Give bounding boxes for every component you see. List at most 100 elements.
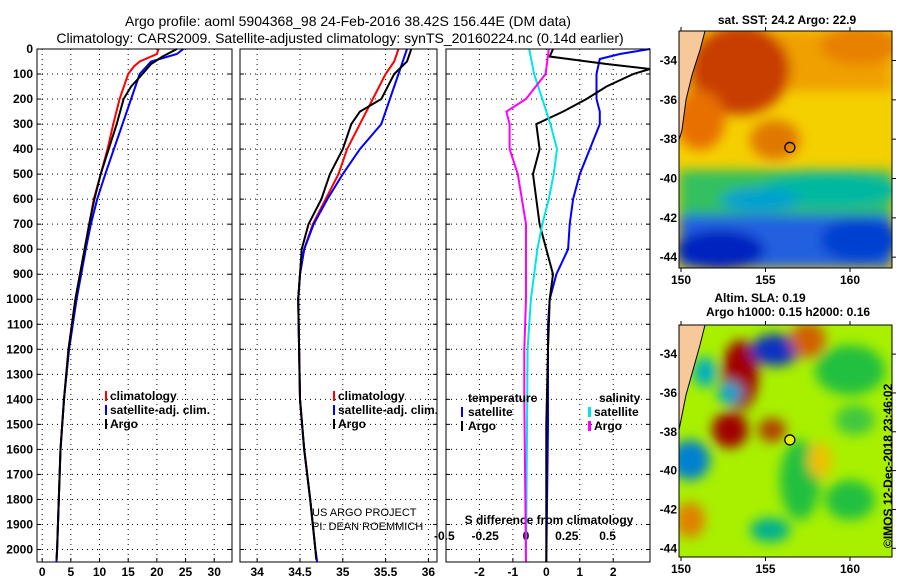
x-tick-label: 25: [179, 565, 193, 579]
y-tick-label: 500: [13, 167, 33, 181]
y-tick-label: 2000: [6, 542, 33, 556]
y-tick-label: 1500: [6, 417, 33, 431]
legend-title: salinity: [599, 391, 641, 405]
legend-swatch: [333, 391, 335, 401]
x2-tick-label: -0.25: [471, 529, 499, 543]
legend-label: satellite-adj. clim.: [110, 403, 210, 417]
credit-line2: PI: DEAN ROEMMICH: [312, 521, 423, 533]
legend-swatch: [461, 421, 463, 431]
title-line2: Climatology: CARS2009. Satellite-adjuste…: [56, 30, 623, 46]
legend-swatch: [588, 407, 591, 417]
lon-tick-label: 160: [840, 562, 860, 576]
x-tick-label: 10: [93, 565, 107, 579]
lat-tick-label: -40: [660, 464, 678, 478]
plot-frame: [239, 48, 438, 563]
x-tick-label: 0: [543, 565, 550, 579]
argo-location-marker: [784, 141, 796, 154]
y-tick-label: 1700: [6, 467, 33, 481]
sst-map: [679, 31, 892, 268]
plot-frame: [445, 48, 651, 563]
x-tick-label: -2: [474, 565, 485, 579]
series-line-climatology: [55, 48, 160, 563]
panel-salinity: 3434.53535.536salinityclimatologysatelli…: [239, 48, 438, 580]
x-tick-label: -1: [508, 565, 519, 579]
y-tick-label: 1900: [6, 517, 33, 531]
legend-swatch: [105, 419, 107, 429]
y-tick-label: 600: [13, 192, 33, 206]
legend-label: satellite: [468, 405, 513, 419]
argo-location-marker: [784, 434, 796, 446]
x-tick-label: 30: [208, 565, 222, 579]
x2-tick-label: 0.5: [599, 529, 616, 543]
plot-frame: [36, 48, 233, 563]
sla-map-title-line1: Altim. SLA: 0.19: [714, 291, 806, 305]
x-tick-label: 2: [610, 565, 617, 579]
y-tick-label: 1400: [6, 392, 33, 406]
lon-tick-label: 155: [755, 562, 775, 576]
x-tick-label: 15: [122, 565, 136, 579]
y-tick-label: 1100: [7, 317, 33, 331]
y-tick-label: 1300: [6, 367, 33, 381]
x-tick-label: 1: [576, 565, 583, 579]
legend-label: Argo: [468, 419, 496, 433]
lon-tick-label: 150: [671, 273, 691, 287]
y-tick-label: 300: [13, 117, 33, 131]
y-tick-label: 1600: [6, 442, 33, 456]
lat-tick-label: -38: [660, 425, 678, 439]
x-tick-label: 36: [422, 565, 436, 579]
credit-line1: US ARGO PROJECT: [312, 507, 417, 519]
y-tick-label: 200: [13, 92, 33, 106]
legend-label: climatology: [110, 389, 177, 403]
sst-map-title: sat. SST: 24.2 Argo: 22.9: [718, 13, 857, 27]
y-tick-label: 1800: [6, 492, 33, 506]
panel-difference: -2-1012T difference from climatologyS di…: [434, 48, 651, 580]
y-tick-label: 800: [13, 242, 33, 256]
legend-swatch: [105, 391, 107, 401]
lat-tick-label: -38: [660, 132, 678, 146]
legend-label: satellite-adj. clim.: [338, 403, 438, 417]
legend-swatch: [588, 421, 591, 431]
series-line-salinity-satellite: [525, 48, 559, 563]
y-tick-label: 400: [13, 142, 33, 156]
y-tick-label: 700: [13, 217, 33, 231]
lon-tick-label: 150: [671, 562, 691, 576]
land-area: [679, 31, 705, 140]
y-tick-label: 900: [13, 267, 33, 281]
x2-tick-label: -0.5: [434, 529, 455, 543]
lon-tick-label: 155: [755, 273, 775, 287]
series-line-salinity-argo: [505, 48, 550, 563]
legend-label: Argo: [110, 417, 138, 431]
lat-tick-label: -34: [660, 347, 678, 361]
panel-temperature: 0 100 200 300 400 500 600 700 800 900 1000 1100 1200…: [6, 42, 233, 580]
legend-label: climatology: [338, 389, 405, 403]
x-tick-label: 34.5: [288, 565, 312, 579]
x-tick-label: 35: [336, 565, 350, 579]
legend-label: Argo: [594, 419, 622, 433]
lon-tick-label: 160: [840, 273, 860, 287]
copyright-text: ©IMOS 12-Dec-2018 23:46:02: [881, 383, 895, 548]
lat-tick-label: -42: [660, 502, 678, 516]
x-tick-label: 35.5: [374, 565, 398, 579]
lat-tick-label: -40: [660, 172, 678, 186]
x2-tick-label: 0.25: [555, 529, 579, 543]
lat-tick-label: -36: [660, 93, 678, 107]
sla-map: [679, 325, 892, 557]
y-tick-label: 1200: [6, 342, 33, 356]
lat-tick-label: -36: [660, 386, 678, 400]
series-line-temperature-satellite: [545, 48, 651, 563]
y-tick-label: 1000: [6, 292, 33, 306]
y-tick-label: 100: [13, 67, 33, 81]
legend-swatch: [105, 405, 107, 415]
x-tick-label: 34: [250, 565, 264, 579]
y-tick-label: 0: [26, 42, 33, 56]
legend-label: Argo: [338, 417, 366, 431]
legend-title: temperature: [468, 391, 538, 405]
sla-map-title-line2: Argo h1000: 0.15 h2000: 0.16: [706, 305, 870, 319]
lat-tick-label: -34: [660, 54, 678, 68]
legend-label: satellite: [594, 405, 639, 419]
series-line-climatology: [297, 48, 400, 563]
series-line-satellite-adj-clim-: [297, 48, 408, 563]
title-line1: Argo profile: aoml 5904368_98 24-Feb-201…: [125, 13, 571, 29]
